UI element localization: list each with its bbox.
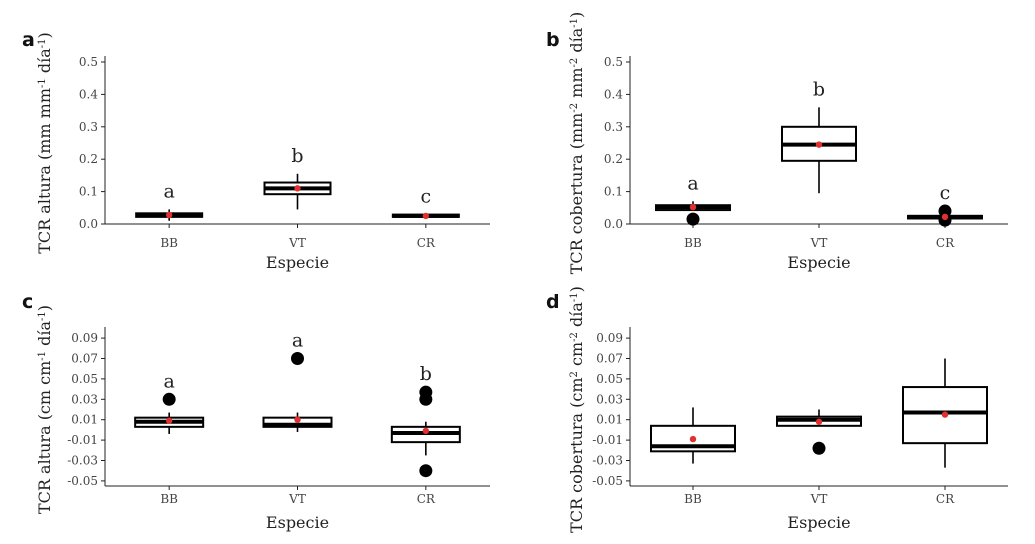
y-tick-label: 0.0	[79, 217, 98, 231]
x-tick-label: VT	[810, 492, 828, 506]
significance-letter: b	[813, 78, 825, 100]
significance-letter: b	[291, 145, 303, 167]
box-BB	[650, 407, 736, 464]
y-axis-title: TCR altura (mm mm-1 día-1)	[35, 32, 54, 253]
box-BB: a	[134, 370, 205, 434]
y-tick-label: 0.03	[596, 392, 623, 406]
panel-a: a 0.0 0.1 0.2 0.3 0.4 0.5 BB VT CR Especie TCR altu…	[22, 29, 490, 272]
panel-letter: b	[546, 29, 560, 51]
box-CR: c	[391, 186, 460, 220]
significance-letter: a	[687, 172, 698, 194]
mean-marker	[941, 213, 949, 221]
x-tick-label: VT	[810, 236, 828, 250]
mean-marker	[422, 427, 430, 435]
mean-marker	[689, 203, 697, 211]
y-tick-label: 0.3	[79, 120, 98, 134]
significance-letter: a	[164, 180, 175, 202]
y-tick-label: 0.1	[79, 185, 98, 199]
box-VT: b	[781, 78, 857, 194]
panel-c: c -0.05 -0.03 -0.01 0.01 0.03 0.05 0.07 0.09 BB VT…	[22, 291, 490, 532]
y-tick-label: 0.09	[596, 331, 623, 345]
box-VT: a	[262, 330, 333, 432]
x-tick-label: BB	[684, 492, 702, 506]
y-tick-label: 0.0	[604, 217, 623, 231]
mean-marker	[165, 211, 173, 219]
panel-letter: d	[546, 291, 560, 313]
outlier-point	[419, 392, 433, 406]
x-axis-title: Especie	[787, 253, 850, 272]
y-tick-label: 0.09	[71, 331, 98, 345]
y-tick-label: 0.05	[71, 372, 98, 386]
mean-marker	[689, 435, 697, 443]
outlier-point	[812, 441, 826, 455]
outlier-point	[938, 213, 952, 227]
y-tick-label: -0.05	[592, 474, 623, 488]
mean-marker	[294, 416, 301, 423]
box-VT: b	[263, 145, 332, 210]
panel-letter: a	[22, 29, 35, 51]
significance-letter: c	[421, 186, 432, 208]
y-tick-label: 0.03	[71, 392, 98, 406]
y-tick-label: 0.07	[71, 352, 98, 366]
y-tick-label: 0.07	[596, 352, 623, 366]
box-BB: a	[655, 172, 731, 226]
x-axis-title: Especie	[787, 513, 850, 532]
y-tick-label: -0.03	[67, 454, 98, 468]
x-axis-title: Especie	[266, 253, 329, 272]
mean-marker	[941, 411, 949, 418]
y-tick-label: 0.01	[71, 413, 98, 427]
x-tick-label: CR	[936, 236, 955, 250]
box-CR: b	[390, 363, 461, 478]
significance-letter: c	[940, 182, 951, 204]
x-tick-label: BB	[160, 492, 178, 506]
mean-marker	[165, 417, 173, 424]
y-tick-label: -0.01	[592, 433, 623, 447]
y-tick-label: 0.4	[79, 87, 98, 101]
x-tick-label: CR	[936, 492, 955, 506]
y-tick-label: 0.2	[79, 152, 98, 166]
box-BB: a	[135, 180, 204, 221]
y-tick-label: 0.5	[79, 55, 98, 69]
significance-letter: a	[292, 330, 303, 352]
x-tick-label: BB	[684, 236, 702, 250]
mean-marker	[294, 185, 301, 192]
y-tick-label: -0.01	[67, 433, 98, 447]
y-tick-label: 0.01	[596, 413, 623, 427]
y-tick-label: -0.05	[67, 474, 98, 488]
y-tick-label: 0.4	[604, 87, 623, 101]
outlier-point	[162, 392, 176, 406]
x-tick-label: CR	[417, 236, 436, 250]
outlier-point	[686, 212, 700, 226]
mean-marker	[815, 141, 823, 148]
x-tick-label: BB	[160, 236, 178, 250]
outlier-point	[291, 352, 304, 365]
y-axis-title: TCR cobertura (cm2 cm-2 día-1)	[567, 286, 586, 533]
x-tick-label: VT	[288, 236, 306, 250]
panel-letter: c	[22, 291, 33, 313]
x-tick-label: VT	[288, 492, 306, 506]
y-tick-label: 0.3	[604, 120, 623, 134]
box-CR	[902, 358, 988, 468]
box-VT	[776, 409, 862, 455]
y-tick-label: 0.5	[604, 55, 623, 69]
x-axis-title: Especie	[266, 513, 329, 532]
y-tick-label: 0.2	[604, 152, 623, 166]
significance-letter: a	[164, 370, 175, 392]
mean-marker	[815, 418, 823, 425]
y-tick-label: 0.1	[604, 185, 623, 199]
box-CR: c	[907, 182, 983, 227]
mean-marker	[422, 212, 430, 220]
y-tick-label: 0.05	[596, 372, 623, 386]
panel-d: d -0.05 -0.03 -0.01 0.01 0.03 0.05 0.07 0.09 BB VT…	[546, 286, 1008, 533]
outlier-point	[938, 204, 952, 218]
panel-b: b 0.0 0.1 0.2 0.3 0.4 0.5 BB VT CR Especie TCR cobe…	[546, 12, 1008, 275]
y-axis-title: TCR altura (cm cm-1 día-1)	[35, 305, 54, 514]
x-tick-label: CR	[417, 492, 436, 506]
y-tick-label: -0.03	[592, 454, 623, 468]
y-axis-title: TCR cobertura (mm-2 mm-2 día-1)	[567, 12, 586, 275]
significance-letter: b	[420, 363, 432, 385]
outlier-point	[419, 464, 433, 478]
